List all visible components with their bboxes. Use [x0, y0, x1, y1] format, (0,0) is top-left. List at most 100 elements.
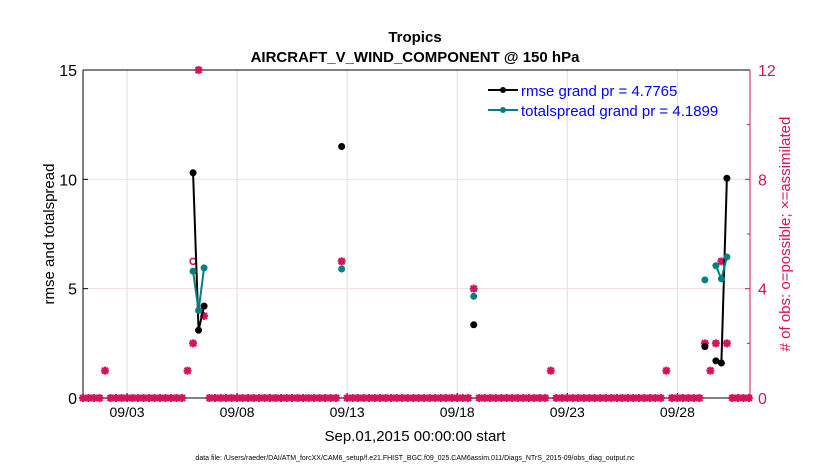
- obs-assimilated-marker: [673, 394, 682, 402]
- obs-assimilated-marker: [458, 394, 467, 402]
- obs-assimilated-marker: [282, 394, 291, 402]
- obs-assimilated-marker: [227, 394, 236, 402]
- obs-assimilated-marker: [315, 394, 324, 402]
- obs-assimilated-marker: [535, 394, 544, 402]
- legend-label-totalspread: totalspread grand pr = 4.1899: [521, 103, 718, 120]
- legend: rmse grand pr = 4.7765 totalspread grand…: [488, 83, 718, 120]
- obs-assimilated-marker: [722, 339, 731, 348]
- obs-assimilated-marker: [546, 366, 555, 375]
- obs-assimilated-marker: [123, 394, 132, 402]
- series-point-1: [200, 264, 208, 272]
- obs-assimilated-marker: [249, 394, 258, 402]
- y-tick-label: 15: [59, 63, 77, 80]
- obs-assimilated-marker: [491, 394, 500, 402]
- obs-assimilated-marker: [684, 394, 693, 402]
- obs-assimilated-marker: [387, 394, 396, 402]
- x-axis-label: Sep.01,2015 00:00:00 start: [325, 428, 507, 445]
- series-point-0: [338, 143, 346, 151]
- obs-assimilated-marker: [596, 394, 605, 402]
- obs-assimilated-marker: [365, 394, 374, 402]
- obs-assimilated-marker: [233, 394, 242, 402]
- series-point-0: [470, 321, 478, 329]
- obs-assimilated-marker: [431, 394, 440, 402]
- obs-assimilated-marker: [667, 394, 676, 402]
- y2-tick-label: 0: [758, 391, 767, 408]
- series-point-1: [723, 253, 731, 261]
- obs-assimilated-marker: [145, 394, 154, 402]
- obs-assimilated-marker: [640, 394, 649, 402]
- obs-assimilated-marker: [678, 394, 687, 402]
- grid: [83, 70, 750, 398]
- obs-assimilated-marker: [79, 394, 87, 402]
- obs-assimilated-marker: [739, 394, 748, 402]
- obs-assimilated-marker: [552, 394, 561, 402]
- obs-assimilated-marker: [211, 394, 220, 402]
- x-tick-label: 09/18: [440, 404, 475, 420]
- obs-assimilated-marker: [541, 394, 550, 402]
- obs-assimilated-marker: [651, 394, 660, 402]
- obs-assimilated-marker: [84, 394, 93, 402]
- legend-label-rmse: rmse grand pr = 4.7765: [521, 83, 677, 100]
- obs-assimilated-marker: [513, 394, 522, 402]
- obs-assimilated-marker: [585, 394, 594, 402]
- obs-assimilated-marker: [343, 394, 352, 402]
- obs-assimilated-marker: [260, 394, 269, 402]
- obs-assimilated-marker: [568, 394, 577, 402]
- obs-assimilated-marker: [200, 312, 209, 320]
- series-point-0: [712, 357, 720, 365]
- obs-assimilated-marker: [497, 394, 506, 402]
- obs-assimilated-marker: [409, 394, 418, 402]
- series-point-1: [717, 275, 725, 283]
- obs-assimilated-marker: [530, 394, 539, 402]
- y2-tick-label: 8: [758, 172, 767, 189]
- obs-assimilated-marker: [271, 394, 280, 402]
- obs-assimilated-marker: [689, 394, 698, 402]
- obs-assimilated-marker: [117, 394, 126, 402]
- obs-assimilated-marker: [189, 339, 198, 348]
- series-point-0: [723, 174, 731, 182]
- legend-marker-totalspread: [500, 107, 506, 113]
- obs-assimilated-marker: [557, 394, 566, 402]
- series-point-1: [712, 262, 720, 270]
- obs-assimilated-marker: [618, 394, 627, 402]
- obs-assimilated-marker: [332, 394, 341, 402]
- series-point-1: [338, 265, 346, 273]
- obs-assimilated-marker: [486, 394, 495, 402]
- obs-assimilated-marker: [447, 394, 456, 402]
- y-tick-label: 5: [68, 282, 77, 299]
- obs-assimilated-marker: [222, 394, 231, 402]
- obs-assimilated-marker: [156, 394, 165, 402]
- obs-assimilated-marker: [436, 394, 445, 402]
- obs-assimilated-marker: [128, 394, 137, 402]
- series-point-0: [200, 302, 208, 310]
- obs-assimilated-marker: [508, 394, 517, 402]
- obs-assimilated-marker: [612, 394, 621, 402]
- obs-assimilated-marker: [442, 394, 451, 402]
- obs-assimilated-marker: [112, 394, 121, 402]
- obs-assimilated-marker: [563, 394, 572, 402]
- obs-assimilated-marker: [453, 394, 462, 402]
- obs-assimilated-marker: [337, 257, 346, 266]
- obs-assimilated-marker: [266, 394, 275, 402]
- obs-assimilated-marker: [354, 394, 363, 402]
- obs-assimilated-marker: [469, 284, 478, 293]
- series-point-1: [701, 276, 709, 284]
- y2-axis-label: # of obs: o=possible; ×=assimilated: [777, 117, 794, 352]
- obs-assimilated-marker: [744, 394, 753, 402]
- obs-assimilated-marker: [475, 394, 484, 402]
- obs-assimilated-marker: [304, 394, 313, 402]
- obs-assimilated-marker: [134, 394, 143, 402]
- obs-assimilated-marker: [194, 66, 203, 74]
- obs-assimilated-marker: [90, 394, 99, 402]
- obs-assimilated-marker: [590, 394, 599, 402]
- obs-assimilated-marker: [579, 394, 588, 402]
- obs-assimilated-marker: [321, 394, 330, 402]
- obs-assimilated-marker: [348, 394, 357, 402]
- obs-assimilated-marker: [216, 394, 225, 402]
- obs-assimilated-marker: [244, 394, 253, 402]
- obs-assimilated-marker: [370, 394, 379, 402]
- obs-assimilated-marker: [524, 394, 533, 402]
- y-tick-label: 10: [59, 172, 77, 189]
- obs-assimilated-marker: [167, 394, 176, 402]
